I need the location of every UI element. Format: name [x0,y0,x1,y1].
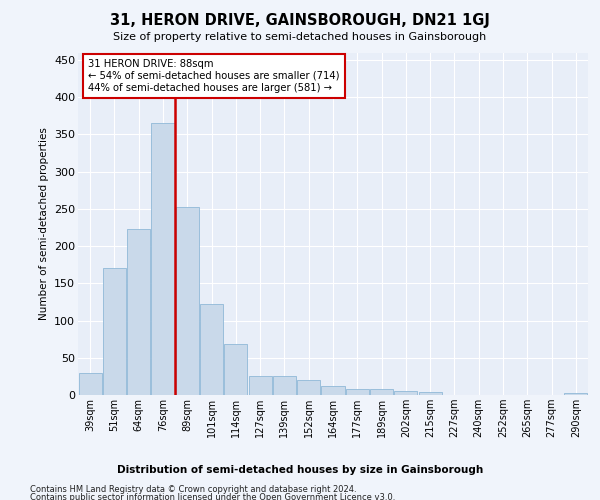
Text: Size of property relative to semi-detached houses in Gainsborough: Size of property relative to semi-detach… [113,32,487,42]
Bar [370,389,393,395]
Bar [394,392,418,395]
Text: 31, HERON DRIVE, GAINSBOROUGH, DN21 1GJ: 31, HERON DRIVE, GAINSBOROUGH, DN21 1GJ [110,12,490,28]
Bar [419,392,442,395]
Bar [127,229,150,395]
Bar [151,123,175,395]
Text: Distribution of semi-detached houses by size in Gainsborough: Distribution of semi-detached houses by … [117,465,483,475]
Y-axis label: Number of semi-detached properties: Number of semi-detached properties [38,128,49,320]
Bar [79,372,101,395]
Text: Contains HM Land Registry data © Crown copyright and database right 2024.: Contains HM Land Registry data © Crown c… [30,485,356,494]
Text: 31 HERON DRIVE: 88sqm
← 54% of semi-detached houses are smaller (714)
44% of sem: 31 HERON DRIVE: 88sqm ← 54% of semi-deta… [88,60,340,92]
Bar [565,393,587,395]
Bar [248,376,272,395]
Bar [103,268,126,395]
Bar [224,344,247,395]
Text: Contains public sector information licensed under the Open Government Licence v3: Contains public sector information licen… [30,494,395,500]
Bar [176,208,199,395]
Bar [322,386,344,395]
Bar [273,376,296,395]
Bar [346,389,369,395]
Bar [200,304,223,395]
Bar [297,380,320,395]
